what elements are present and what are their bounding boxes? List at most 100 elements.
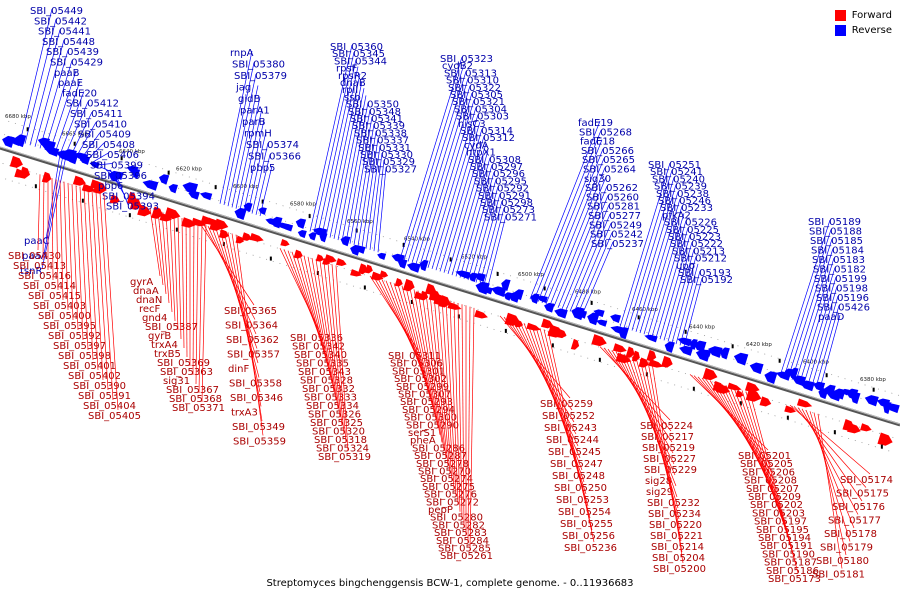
tick-label: 6460 kbp (632, 307, 658, 313)
reverse-leader-line (553, 176, 607, 307)
reverse-leader-line (243, 119, 265, 212)
reverse-leader-line (455, 157, 491, 277)
reverse-leader-line (787, 238, 833, 379)
reverse-leader-line (219, 50, 253, 204)
forward-gene (315, 254, 325, 262)
forward-leader-line (103, 193, 119, 411)
position-marker (261, 199, 264, 204)
forward-gene-label: SBI_05343 (298, 367, 351, 378)
forward-gene (540, 318, 554, 329)
forward-gene-label: SBI_05284 (436, 536, 489, 547)
reverse-gene-label: SBI_05242 (590, 230, 643, 241)
reverse-leader-line (43, 155, 64, 255)
reverse-gene-label: SBI_05305 (450, 90, 503, 101)
forward-gene-label: SBI_05392 (48, 331, 101, 342)
forward-gene-label: SBI_05203 (752, 508, 805, 519)
reverse-gene-label: SBI_05188 (809, 227, 862, 238)
forward-gene-label: SBI_05179 (820, 543, 873, 554)
reverse-leader-line (353, 124, 375, 246)
reverse-gene-label: SBI_05339 (352, 121, 405, 132)
reverse-gene-label: tsnR (20, 266, 42, 277)
forward-gene-label: SBI_05186 (766, 566, 819, 577)
reverse-gene (406, 262, 421, 273)
forward-gene-label: SBI_05346 (230, 393, 283, 404)
reverse-leader-line (59, 91, 85, 155)
reverse-gene-label: SBI_05184 (811, 246, 864, 257)
reverse-leader-line (411, 78, 469, 263)
forward-leader-line (599, 346, 671, 421)
reverse-gene-label: SBI_05238 (656, 189, 709, 200)
reverse-leader-line (321, 66, 359, 236)
reverse-leader-line (313, 52, 355, 233)
reverse-leader-line (325, 73, 361, 237)
forward-leader-line (223, 230, 261, 393)
position-marker (175, 227, 178, 232)
forward-gene (514, 319, 524, 328)
reverse-gene-label: SBI_05281 (587, 202, 640, 213)
forward-gene-label: SBI_05358 (229, 379, 282, 390)
reverse-gene-label: SBI_05411 (70, 109, 123, 120)
reverse-gene (644, 334, 658, 343)
forward-gene-label: SBI_05300 (404, 413, 457, 424)
forward-gene-label: SBI_05306 (390, 359, 443, 370)
reverse-gene (2, 135, 15, 148)
forward-gene-label: SBI_05287 (414, 451, 467, 462)
reverse-gene-label: SBI_05277 (588, 211, 641, 222)
reverse-gene-label: SBI_05297 (470, 162, 523, 173)
forward-gene (474, 309, 488, 319)
forward-gene (784, 405, 796, 413)
forward-leader-line (401, 285, 435, 412)
reverse-swatch (834, 25, 846, 36)
forward-gene-label: SBI_05335 (296, 359, 349, 370)
forward-gene-label: SBI_05404 (83, 401, 136, 412)
reverse-gene (308, 232, 317, 241)
reverse-leader-line (471, 186, 499, 282)
reverse-gene (536, 295, 548, 303)
forward-leader-line (453, 301, 461, 512)
reverse-leader-line (545, 158, 605, 305)
forward-gene-label: SBI_05311 (388, 351, 441, 362)
forward-leader-line (413, 289, 441, 435)
forward-leader-line (457, 302, 463, 520)
reverse-gene-label: fadE19 (578, 118, 613, 129)
reverse-gene-label: rplI (342, 85, 358, 96)
position-marker (833, 430, 836, 435)
position-marker (167, 170, 170, 175)
reverse-gene-label: paaB (54, 68, 80, 79)
forward-leader-line (331, 264, 347, 443)
forward-leader-line (425, 293, 447, 458)
reverse-gene (66, 154, 78, 165)
reverse-gene-label: jag (235, 83, 251, 94)
reverse-leader-line (443, 136, 485, 273)
reverse-gene-label: pbp5 (250, 163, 275, 174)
tick-label: 6420 kbp (746, 342, 772, 348)
reverse-leader-line (369, 152, 383, 250)
reverse-leader-line (49, 70, 77, 152)
forward-gene-label: SBI_05173 (768, 574, 821, 585)
reverse-leader-line (803, 276, 837, 384)
forward-gene-label: SBI_05250 (554, 483, 607, 494)
reverse-leader-line (41, 156, 67, 270)
forward-gene (129, 197, 142, 210)
reverse-gene-label: SBI_05268 (579, 127, 632, 138)
forward-leader-line (547, 330, 595, 543)
forward-gene-label: SBI_05405 (88, 411, 141, 422)
reverse-leader-line (565, 204, 610, 311)
reverse-leader-line (479, 200, 503, 284)
tick-label: 6480 kbp (575, 289, 601, 295)
position-marker (81, 198, 84, 203)
reverse-leader-line (259, 165, 273, 217)
position-marker (73, 141, 76, 146)
forward-gene-label: SBI_05220 (649, 520, 702, 531)
forward-gene-label: SBI_05282 (432, 520, 485, 531)
reverse-gene (89, 161, 100, 169)
forward-gene-label: SBI_05326 (308, 410, 361, 421)
tick-label: 6440 kbp (689, 324, 715, 330)
forward-leader-line (327, 262, 345, 435)
forward-gene-label: SBI_05175 (836, 489, 889, 500)
forward-gene (335, 258, 347, 267)
reverse-leader-line (475, 193, 501, 283)
forward-gene (19, 166, 30, 179)
forward-leader-line (307, 256, 335, 392)
reverse-gene-label: ssb (344, 92, 361, 103)
